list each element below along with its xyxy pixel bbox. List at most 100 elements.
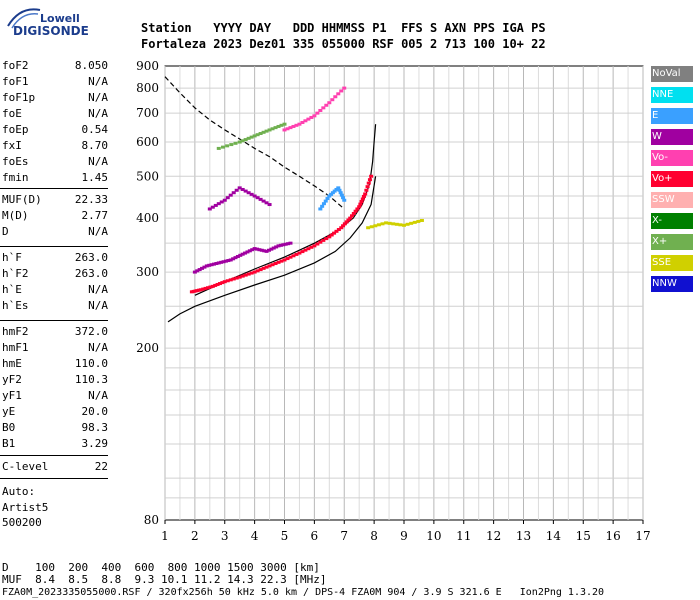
echo-mark [355, 207, 360, 211]
echo-mark [197, 268, 202, 272]
param-value: 263.0 [74, 251, 108, 264]
x-tick-label: 5 [281, 529, 289, 543]
echo-mark [297, 251, 302, 255]
echo-mark [192, 270, 197, 274]
echo-mark [334, 229, 339, 233]
echo-mark [269, 247, 274, 251]
echo-mark [288, 241, 293, 245]
logo-line1: Lowell [40, 12, 80, 25]
echo-mark [261, 199, 266, 203]
echo-mark [336, 92, 341, 96]
param-name: foF1 [2, 75, 29, 88]
echo-mark [220, 145, 225, 149]
echo-mark [221, 260, 226, 264]
param-value: 20.0 [81, 405, 109, 418]
echo-mark [215, 282, 220, 286]
echo-mark [342, 198, 347, 202]
profile-curve [167, 176, 377, 323]
echo-mark [367, 178, 372, 182]
echo-mark [229, 143, 234, 147]
echo-mark [282, 258, 287, 262]
param-value: N/A [88, 299, 108, 312]
echo-mark [237, 140, 242, 144]
echo-mark [216, 202, 221, 206]
echo-mark [213, 203, 218, 207]
echo-mark [274, 245, 279, 249]
param-row: yF2 110.3 [2, 373, 108, 389]
echo-mark [336, 186, 341, 190]
header-labels: Station YYYY DAY DDD HHMMSS P1 FFS S AXN… [141, 21, 546, 35]
x-tick-label: 13 [516, 529, 531, 543]
param-value: 0.54 [81, 123, 109, 136]
echo-mark [412, 220, 417, 224]
echo-mark [267, 264, 272, 268]
echo-mark [243, 189, 248, 193]
echo-mark [207, 207, 212, 211]
param-value: N/A [88, 107, 108, 120]
param-name: fxI [2, 139, 22, 152]
echo-mark [309, 115, 314, 119]
echo-mark [200, 266, 205, 270]
echo-mark [339, 89, 344, 93]
param-row: fxI 8.70 [2, 139, 108, 155]
echo-mark [219, 200, 224, 204]
echo-mark [288, 255, 293, 259]
param-name: C-level [2, 460, 49, 473]
echo-mark [267, 203, 272, 207]
param-value: 8.70 [81, 139, 109, 152]
echo-mark [323, 199, 328, 203]
y-tick-label: 600 [136, 135, 159, 149]
legend-item: SSW [651, 192, 693, 208]
echo-mark [245, 250, 250, 254]
param-row: D N/A [2, 225, 108, 241]
echo-mark [262, 249, 267, 253]
echo-mark [350, 214, 355, 218]
y-tick-label: 900 [136, 59, 159, 73]
param-value: N/A [88, 389, 108, 402]
echo-mark [309, 245, 314, 249]
x-tick-label: 6 [311, 529, 319, 543]
echo-mark [214, 262, 219, 266]
echo-mark [270, 263, 275, 267]
echo-mark [279, 259, 284, 263]
profile-curve [164, 76, 345, 210]
echo-mark [252, 134, 257, 138]
echo-mark [339, 193, 344, 197]
x-tick-label: 4 [251, 529, 259, 543]
echo-mark [222, 280, 227, 284]
auto-system: Artist5 [2, 501, 49, 514]
echo-mark [380, 222, 385, 226]
echo-mark [306, 117, 311, 121]
echo-mark [303, 248, 308, 252]
echo-mark [398, 223, 403, 227]
echo-mark [329, 233, 334, 237]
echo-mark [203, 286, 208, 290]
echo-mark [361, 194, 366, 198]
echo-mark [249, 271, 254, 275]
echo-mark [348, 216, 353, 220]
echo-mark [359, 200, 364, 204]
echo-mark [300, 120, 305, 124]
param-row: foEs N/A [2, 155, 108, 171]
param-name: M(D) [2, 209, 29, 222]
echo-mark [198, 288, 203, 292]
echo-mark [226, 259, 231, 263]
x-tick-label: 8 [370, 529, 378, 543]
echo-mark [321, 202, 326, 206]
echo-mark [255, 269, 260, 273]
echo-mark [364, 188, 369, 192]
echo-mark [238, 253, 243, 257]
param-value: 263.0 [74, 267, 108, 280]
echo-mark [246, 272, 251, 276]
x-tick-label: 2 [191, 529, 199, 543]
echo-mark [376, 223, 381, 227]
param-name: h`E [2, 283, 22, 296]
param-row: hmF2 372.0 [2, 325, 108, 341]
echo-mark [306, 247, 311, 251]
x-tick-label: 16 [605, 529, 620, 543]
echo-mark [247, 249, 252, 253]
param-row: MUF(D) 22.33 [2, 193, 108, 209]
echo-mark [325, 197, 330, 201]
echo-mark [246, 191, 251, 195]
echo-mark [346, 218, 351, 222]
